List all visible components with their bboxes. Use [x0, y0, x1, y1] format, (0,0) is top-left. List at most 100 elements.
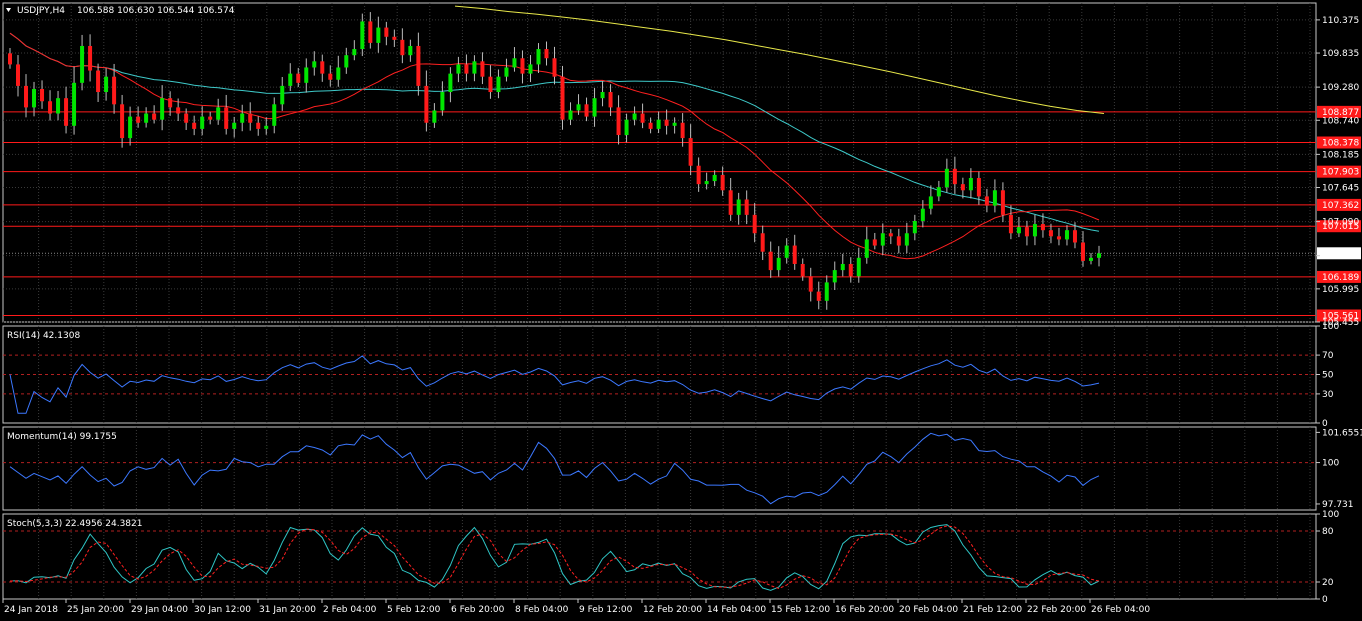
- candle-bear[interactable]: [88, 45, 93, 71]
- candle-bear[interactable]: [136, 116, 141, 123]
- candle-bull[interactable]: [264, 125, 269, 129]
- candle-bear[interactable]: [1008, 214, 1013, 234]
- candle-bull[interactable]: [344, 55, 349, 68]
- candle-bear[interactable]: [1048, 230, 1053, 237]
- candle-bear[interactable]: [40, 88, 45, 102]
- candle-bear[interactable]: [384, 27, 389, 37]
- menu-triangle-icon[interactable]: [6, 8, 11, 12]
- candle-bear[interactable]: [168, 98, 173, 108]
- candle-bull[interactable]: [576, 104, 581, 111]
- candle-bear[interactable]: [1072, 230, 1077, 243]
- candle-bear[interactable]: [24, 85, 29, 108]
- candle-bull[interactable]: [704, 181, 709, 185]
- rsi-panel[interactable]: 100 70 50 30 0 RSI(14) 42.1308: [2, 322, 1339, 429]
- candle-bull[interactable]: [592, 98, 597, 117]
- candle-bear[interactable]: [520, 58, 525, 74]
- candle-bull[interactable]: [304, 67, 309, 83]
- candle-bear[interactable]: [544, 49, 549, 59]
- candle-bull[interactable]: [1088, 257, 1093, 261]
- candle-bull[interactable]: [856, 257, 861, 277]
- candle-bear[interactable]: [552, 58, 557, 77]
- candle-bear[interactable]: [48, 101, 53, 114]
- candle-bull[interactable]: [784, 245, 789, 258]
- candle-bear[interactable]: [416, 45, 421, 86]
- candle-bear[interactable]: [560, 76, 565, 120]
- candle-bear[interactable]: [400, 39, 405, 56]
- candle-bull[interactable]: [160, 98, 165, 120]
- candle-bull[interactable]: [944, 168, 949, 188]
- candle-bear[interactable]: [120, 104, 125, 139]
- candle-bull[interactable]: [920, 208, 925, 221]
- candle-bear[interactable]: [1000, 190, 1005, 215]
- candle-bear[interactable]: [848, 263, 853, 277]
- candle-bear[interactable]: [368, 21, 373, 43]
- candle-bear[interactable]: [392, 36, 397, 40]
- candle-bull[interactable]: [968, 178, 973, 191]
- candle-bull[interactable]: [1064, 230, 1069, 240]
- candle-bear[interactable]: [808, 276, 813, 292]
- candle-bull[interactable]: [1097, 253, 1101, 258]
- candle-bull[interactable]: [736, 199, 741, 215]
- candle-bear[interactable]: [888, 233, 893, 237]
- candle-bull[interactable]: [992, 190, 997, 206]
- candle-bull[interactable]: [128, 116, 133, 139]
- candle-bear[interactable]: [1056, 236, 1061, 240]
- candle-bear[interactable]: [616, 107, 621, 136]
- candle-bull[interactable]: [864, 239, 869, 258]
- candle-bear[interactable]: [192, 122, 197, 129]
- candle-bear[interactable]: [720, 174, 725, 191]
- candle-bear[interactable]: [800, 263, 805, 277]
- stoch-panel[interactable]: 100 80 20 0 Stoch(5,3,3) 22.4956 24.3821: [2, 510, 1339, 605]
- candle-bull[interactable]: [632, 113, 637, 120]
- candle-bear[interactable]: [224, 107, 229, 129]
- candle-bear[interactable]: [952, 168, 957, 185]
- candle-bull[interactable]: [928, 196, 933, 209]
- candle-bear[interactable]: [680, 122, 685, 139]
- candle-bear[interactable]: [64, 98, 69, 126]
- candle-bear[interactable]: [184, 113, 189, 123]
- candle-bear[interactable]: [640, 113, 645, 123]
- candle-bull[interactable]: [288, 73, 293, 86]
- candle-bear[interactable]: [16, 64, 21, 86]
- candle-bull[interactable]: [832, 270, 837, 283]
- candle-bull[interactable]: [536, 49, 541, 65]
- candle-bear[interactable]: [648, 122, 653, 129]
- candle-bear[interactable]: [984, 196, 989, 206]
- candle-bear[interactable]: [296, 73, 301, 83]
- candle-bear[interactable]: [152, 113, 157, 120]
- candle-bull[interactable]: [912, 220, 917, 234]
- candle-bull[interactable]: [824, 282, 829, 301]
- candle-bear[interactable]: [744, 199, 749, 215]
- candle-bull[interactable]: [880, 233, 885, 246]
- candle-bear[interactable]: [760, 233, 765, 252]
- candle-bull[interactable]: [352, 49, 357, 56]
- candle-bear[interactable]: [584, 104, 589, 117]
- candle-bear[interactable]: [112, 76, 117, 105]
- candle-bull[interactable]: [568, 110, 573, 120]
- price-panel[interactable]: 108.877 108.378 107.903 107.362 107.015 106.1…: [2, 2, 1361, 328]
- candle-bear[interactable]: [728, 190, 733, 215]
- candle-bear[interactable]: [248, 113, 253, 123]
- candle-bull[interactable]: [448, 73, 453, 93]
- candle-bear[interactable]: [872, 239, 877, 246]
- candle-bear[interactable]: [976, 178, 981, 197]
- candle-bear[interactable]: [424, 85, 429, 123]
- candle-bear[interactable]: [608, 92, 613, 108]
- candle-bull[interactable]: [408, 45, 413, 56]
- candle-bull[interactable]: [624, 119, 629, 136]
- candle-bull[interactable]: [240, 113, 245, 123]
- candle-bull[interactable]: [144, 113, 149, 123]
- candle-bull[interactable]: [712, 174, 717, 182]
- candle-bull[interactable]: [504, 67, 509, 77]
- candle-bear[interactable]: [816, 291, 821, 301]
- candle-bull[interactable]: [360, 21, 365, 50]
- candle-bull[interactable]: [32, 88, 37, 108]
- candle-bear[interactable]: [488, 76, 493, 93]
- candle-bear[interactable]: [8, 53, 12, 65]
- candle-bull[interactable]: [216, 107, 221, 120]
- candle-bear[interactable]: [752, 214, 757, 234]
- candle-bull[interactable]: [272, 104, 277, 126]
- candle-bull[interactable]: [104, 76, 109, 93]
- candle-bull[interactable]: [72, 82, 77, 126]
